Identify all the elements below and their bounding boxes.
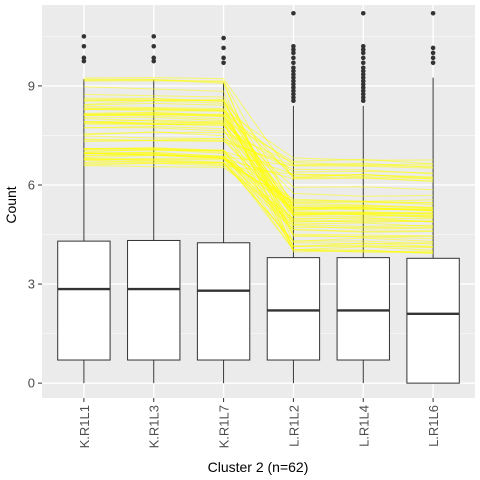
y-tick-label: 3 (28, 277, 35, 292)
box-iqr (407, 258, 459, 383)
outlier-point (361, 56, 366, 61)
box-iqr (197, 243, 249, 360)
outlier-point (151, 44, 156, 49)
box-iqr (267, 258, 319, 360)
outlier-point (431, 56, 436, 61)
box-iqr (337, 258, 389, 360)
x-tick-label: L.R1L6 (426, 405, 441, 447)
outlier-point (151, 34, 156, 39)
outlier-point (221, 46, 226, 51)
outlier-point (82, 56, 87, 61)
outlier-point (431, 51, 436, 56)
outlier-point (361, 65, 366, 70)
y-axis: 0 3 6 9 (28, 78, 42, 390)
outlier-point (361, 60, 366, 65)
outlier-point (361, 11, 366, 16)
outlier-point (291, 11, 296, 16)
outlier-point (291, 56, 296, 61)
x-tick-label: K.R1L7 (217, 405, 232, 448)
x-tick-label: L.R1L2 (286, 405, 301, 447)
outlier-point (291, 65, 296, 70)
box-iqr (128, 240, 180, 360)
outlier-point (431, 60, 436, 65)
outlier-point (291, 60, 296, 65)
outlier-point (221, 60, 226, 65)
outlier-point (151, 56, 156, 61)
y-tick-label: 9 (28, 78, 35, 93)
y-axis-title: Count (3, 186, 19, 223)
outlier-point (221, 36, 226, 41)
x-axis: K.R1L1 K.R1L3 K.R1L7 L.R1L2 L.R1L4 L.R1L6 (77, 398, 441, 448)
outlier-point (431, 11, 436, 16)
y-tick-label: 0 (28, 376, 35, 391)
outlier-point (291, 44, 296, 49)
outlier-point (82, 44, 87, 49)
box-iqr (58, 241, 110, 360)
x-axis-title: Cluster 2 (n=62) (208, 459, 309, 475)
x-tick-label: L.R1L4 (356, 405, 371, 447)
outlier-point (361, 44, 366, 49)
outlier-point (431, 46, 436, 51)
outlier-point (82, 34, 87, 39)
outlier-point (221, 56, 226, 61)
y-tick-label: 6 (28, 177, 35, 192)
x-tick-label: K.R1L3 (147, 405, 162, 448)
x-tick-label: K.R1L1 (77, 405, 92, 448)
